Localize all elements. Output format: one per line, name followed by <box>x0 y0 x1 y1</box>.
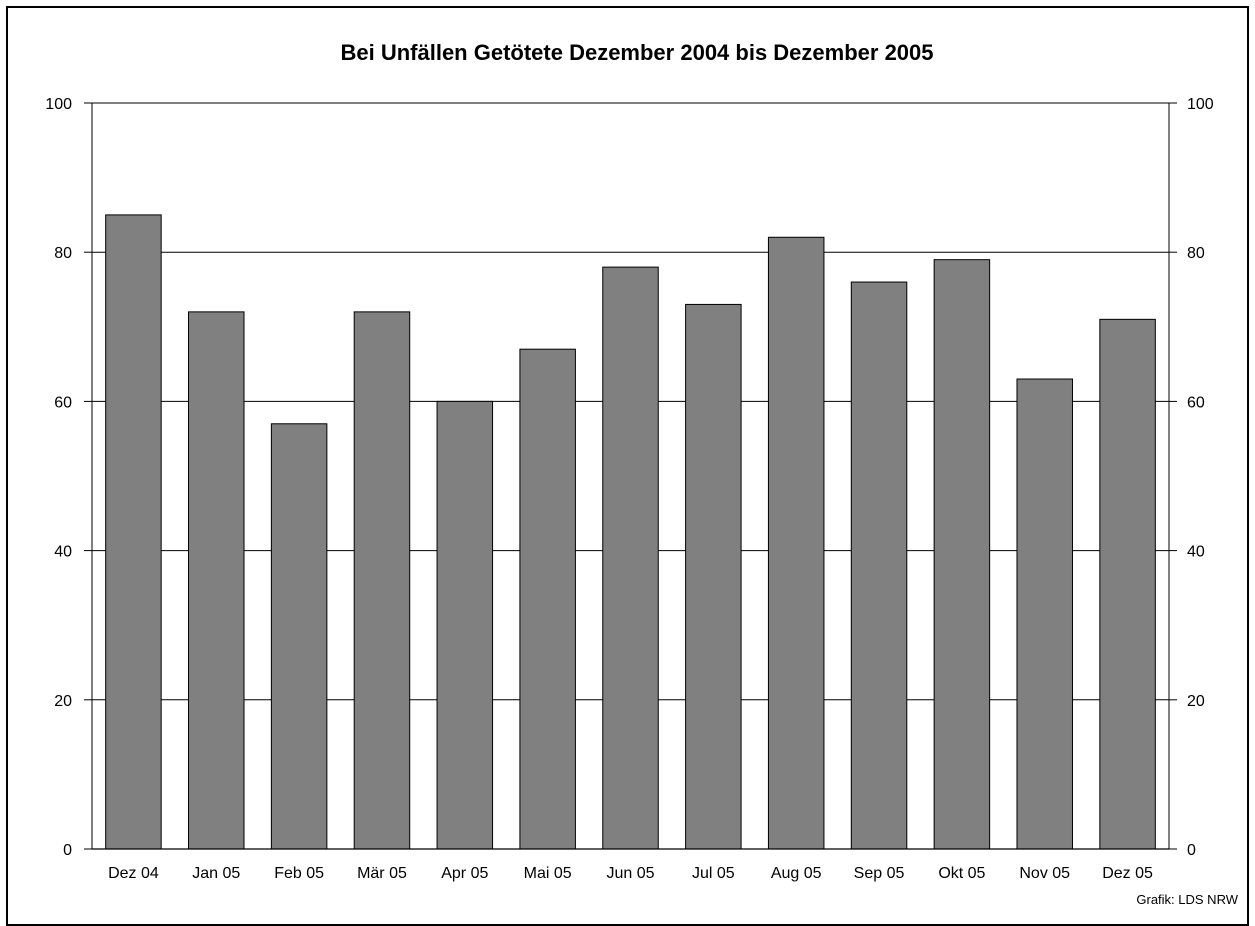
y-tick-label-right: 60 <box>1187 394 1205 411</box>
bar <box>270 423 328 850</box>
bar <box>850 281 908 850</box>
x-tick-label: Okt 05 <box>938 865 985 882</box>
y-tick-label-right: 100 <box>1187 96 1214 113</box>
bar <box>436 400 494 850</box>
x-tick-label: Jun 05 <box>606 865 654 882</box>
chart-title: Bei Unfällen Getötete Dezember 2004 bis … <box>340 40 933 65</box>
y-tick-label-left: 80 <box>54 245 72 262</box>
x-tick-label: Mär 05 <box>357 865 407 882</box>
y-tick-label-right: 80 <box>1187 245 1205 262</box>
bars <box>105 214 1156 850</box>
bar <box>105 214 162 850</box>
y-tick-label-right: 20 <box>1187 693 1205 710</box>
y-tick-label-right: 0 <box>1187 842 1196 859</box>
bar <box>353 311 411 850</box>
tick-labels: 0 0 20 20 40 40 60 60 80 80 100 100 Dez 04 Jan 05 Feb … <box>45 96 1214 882</box>
x-tick-label: Jan 05 <box>192 865 240 882</box>
y-tick-label-left: 20 <box>54 693 72 710</box>
x-tick-label: Apr 05 <box>441 865 488 882</box>
bar <box>933 259 991 850</box>
y-tick-label-left: 100 <box>45 96 72 113</box>
x-tick-label: Jul 05 <box>692 865 735 882</box>
x-tick-label: Feb 05 <box>274 865 324 882</box>
y-tick-label-left: 60 <box>54 394 72 411</box>
axes <box>84 102 1177 850</box>
y-tick-label-right: 40 <box>1187 544 1205 561</box>
y-tick-label-left: 0 <box>63 842 72 859</box>
x-tick-label: Mai 05 <box>524 865 572 882</box>
bar <box>767 236 825 850</box>
bar <box>188 311 245 850</box>
x-tick-label: Dez 04 <box>108 865 159 882</box>
x-tick-label: Sep 05 <box>854 865 905 882</box>
bar <box>602 266 659 850</box>
x-tick-label: Nov 05 <box>1019 865 1070 882</box>
bar <box>1016 378 1073 850</box>
bar <box>685 303 742 850</box>
x-tick-label: Aug 05 <box>771 865 822 882</box>
source-note: Grafik: LDS NRW <box>1136 892 1238 907</box>
y-tick-label-left: 40 <box>54 544 72 561</box>
bar <box>519 348 576 850</box>
x-tick-label: Dez 05 <box>1102 865 1153 882</box>
bar <box>1099 318 1156 850</box>
